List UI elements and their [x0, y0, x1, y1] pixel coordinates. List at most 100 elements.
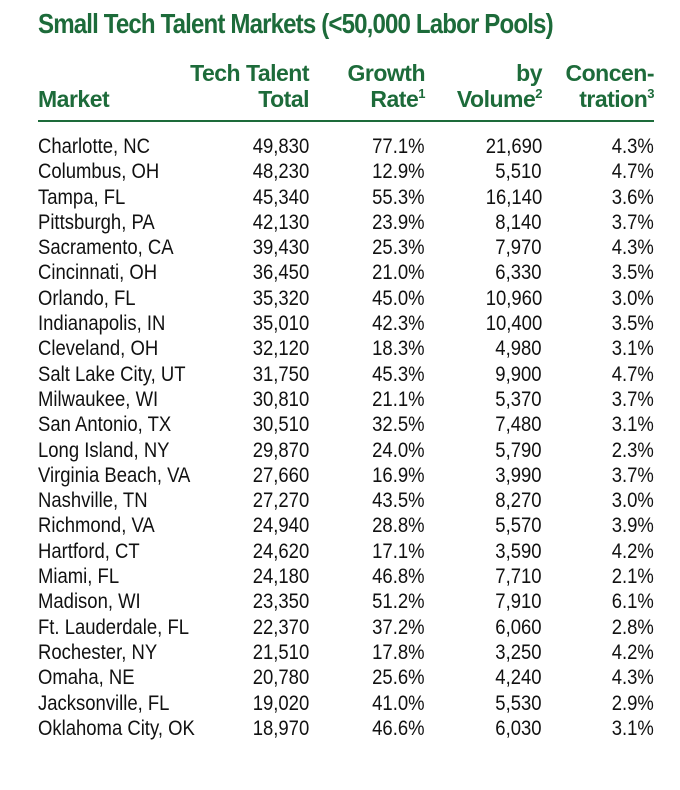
cell-volume: 10,960: [485, 286, 542, 310]
cell-market: San Antonio, TX: [38, 413, 172, 437]
cell-conc: 3.0%: [611, 286, 654, 310]
cell-volume: 8,270: [495, 489, 542, 513]
cell-conc: 4.7%: [611, 160, 654, 184]
cell-growth: 77.1%: [372, 135, 425, 158]
cell-conc: 2.1%: [611, 565, 654, 589]
table-row: Omaha, NE 20,780 25.6% 4,240 4.3%: [0, 665, 680, 690]
header-volume-line2-wrap: Volume2: [457, 86, 543, 112]
cell-conc: 3.5%: [611, 312, 654, 336]
cell-growth: 21.0%: [372, 261, 425, 285]
cell-market: Rochester, NY: [38, 640, 158, 664]
cell-growth: 32.5%: [372, 413, 425, 437]
cell-growth: 55.3%: [372, 185, 425, 209]
cell-market: Cincinnati, OH: [38, 261, 158, 285]
cell-total: 22,370: [252, 615, 309, 639]
header-conc-line2-wrap: tration3: [566, 86, 654, 112]
cell-market: Long Island, NY: [38, 438, 170, 462]
cell-volume: 5,370: [495, 387, 542, 411]
cell-market: Hartford, CT: [38, 539, 140, 563]
cell-market: Cleveland, OH: [38, 337, 159, 361]
cell-market: Charlotte, NC: [38, 135, 150, 158]
cell-conc: 3.0%: [611, 489, 654, 513]
header-total-line2: Total: [258, 86, 309, 112]
cell-total: 39,430: [252, 236, 309, 260]
table-row: San Antonio, TX 30,510 32.5% 7,480 3.1%: [0, 412, 680, 437]
cell-total: 31,750: [252, 362, 309, 386]
cell-volume: 6,060: [495, 615, 542, 639]
cell-total: 29,870: [252, 438, 309, 462]
cell-market: Milwaukee, WI: [38, 387, 159, 411]
cell-volume: 5,570: [495, 514, 542, 538]
header-volume-line1: by: [516, 60, 542, 86]
cell-total: 48,230: [252, 160, 309, 184]
cell-growth: 21.1%: [372, 387, 425, 411]
cell-conc: 3.6%: [611, 185, 654, 209]
header-growth-line1: Growth: [347, 60, 426, 86]
header-conc-line1: Concen-: [565, 60, 655, 86]
header-conc-line2: tration: [579, 86, 648, 112]
cell-market: Columbus, OH: [38, 160, 160, 184]
header-divider: [38, 120, 654, 122]
table-row: Virginia Beach, VA 27,660 16.9% 3,990 3.7%: [0, 463, 680, 488]
cell-conc: 3.9%: [611, 514, 654, 538]
cell-conc: 4.3%: [611, 666, 654, 690]
cell-growth: 25.3%: [372, 236, 425, 260]
cell-total: 21,510: [252, 640, 309, 664]
cell-total: 24,620: [252, 539, 309, 563]
cell-market: Tampa, FL: [38, 185, 126, 209]
cell-growth: 42.3%: [372, 312, 425, 336]
cell-volume: 6,030: [495, 716, 542, 740]
cell-conc: 4.2%: [611, 640, 654, 664]
cell-market: Sacramento, CA: [38, 236, 174, 260]
cell-volume: 7,910: [495, 590, 542, 614]
cell-conc: 3.7%: [611, 387, 654, 411]
cell-growth: 25.6%: [372, 666, 425, 690]
cell-volume: 7,970: [495, 236, 542, 260]
table-row: Orlando, FL 35,320 45.0% 10,960 3.0%: [0, 286, 680, 311]
cell-volume: 7,480: [495, 413, 542, 437]
cell-volume: 9,900: [495, 362, 542, 386]
cell-market: Jacksonville, FL: [38, 691, 170, 715]
cell-market: Pittsburgh, PA: [38, 210, 155, 234]
cell-market: Richmond, VA: [38, 514, 155, 538]
cell-market: Nashville, TN: [38, 489, 148, 513]
cell-volume: 5,790: [495, 438, 542, 462]
cell-conc: 3.1%: [611, 716, 654, 740]
cell-conc: 4.3%: [611, 236, 654, 260]
cell-volume: 4,240: [495, 666, 542, 690]
table-row: Hartford, CT 24,620 17.1% 3,590 4.2%: [0, 539, 680, 564]
table-row: Richmond, VA 24,940 28.8% 5,570 3.9%: [0, 513, 680, 538]
table-row: Charlotte, NC 49,830 77.1% 21,690 4.3%: [0, 134, 680, 159]
cell-volume: 5,530: [495, 691, 542, 715]
cell-total: 45,340: [252, 185, 309, 209]
table-row: Miami, FL 24,180 46.8% 7,710 2.1%: [0, 564, 680, 589]
cell-market: Virginia Beach, VA: [38, 463, 191, 487]
table-row: Salt Lake City, UT 31,750 45.3% 9,900 4.7%: [0, 362, 680, 387]
cell-conc: 4.7%: [611, 362, 654, 386]
header-growth-line2-wrap: Rate1: [348, 86, 425, 112]
header-concentration: Concen- tration3: [566, 60, 655, 112]
cell-growth: 17.8%: [372, 640, 425, 664]
cell-total: 20,780: [252, 666, 309, 690]
header-growth-line2: Rate: [370, 86, 419, 112]
cell-growth: 46.6%: [372, 716, 425, 740]
header-by-volume: by Volume2: [457, 60, 543, 112]
cell-total: 19,020: [252, 691, 309, 715]
table-row: Jacksonville, FL 19,020 41.0% 5,530 2.9%: [0, 691, 680, 716]
header-market-label: Market: [38, 86, 110, 112]
cell-growth: 46.8%: [372, 565, 425, 589]
table-row: Indianapolis, IN 35,010 42.3% 10,400 3.5%: [0, 311, 680, 336]
cell-total: 30,510: [252, 413, 309, 437]
table-row: Madison, WI 23,350 51.2% 7,910 6.1%: [0, 589, 680, 614]
table-row: Pittsburgh, PA 42,130 23.9% 8,140 3.7%: [0, 210, 680, 235]
cell-growth: 45.0%: [372, 286, 425, 310]
cell-conc: 4.2%: [611, 539, 654, 563]
header-conc-footnote: 3: [647, 86, 654, 101]
cell-conc: 3.5%: [611, 261, 654, 285]
table-row: Oklahoma City, OK 18,970 46.6% 6,030 3.1%: [0, 716, 680, 741]
cell-market: Indianapolis, IN: [38, 312, 166, 336]
cell-conc: 2.3%: [611, 438, 654, 462]
cell-total: 27,660: [252, 463, 309, 487]
cell-conc: 3.1%: [611, 413, 654, 437]
header-growth-footnote: 1: [418, 86, 425, 101]
